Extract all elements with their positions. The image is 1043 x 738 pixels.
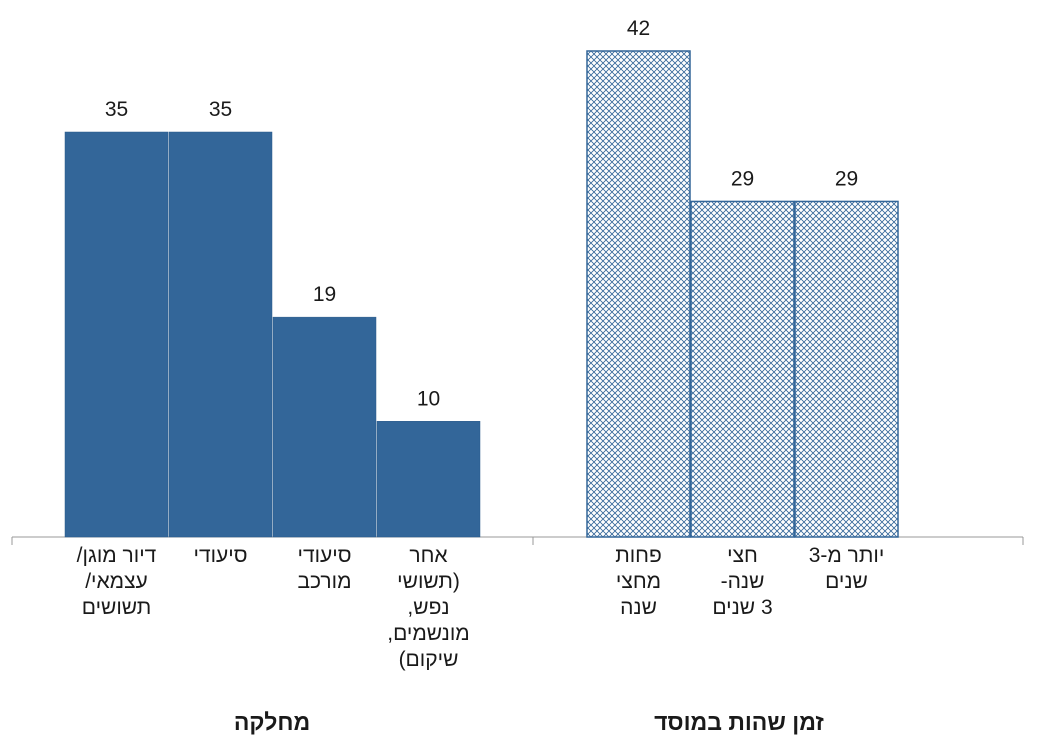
category-label: מחצי [616,570,661,593]
group-label: מחלקה [234,709,310,735]
category-label: יותר מ-3 [809,544,885,567]
category-label: שנה [620,596,657,619]
category-label: שנים [825,570,868,593]
bar [168,131,273,538]
category-label: דיור מוגן/ [77,544,157,567]
bar [376,421,481,538]
data-label: 35 [209,98,232,121]
bar [272,316,377,538]
data-label: 19 [313,283,336,306]
category-label: (תשושי [397,570,460,593]
category-label: סיעודי [194,544,248,567]
category-label: תשושים [82,596,151,619]
data-label: 10 [417,387,440,410]
bar [586,50,691,538]
category-label: עצמאי/ [85,570,148,593]
category-label: חצי [727,544,758,567]
bar [794,200,899,538]
category-label: פחות [615,544,662,567]
category-label: מונשמים, [387,622,470,645]
category-label: נפש, [407,596,449,619]
bar [64,131,169,538]
category-label: שנה- [721,570,765,593]
data-label: 42 [627,17,650,40]
group-label: זמן שהות במוסד [654,709,824,735]
category-label: שיקום) [399,648,459,671]
data-label: 29 [731,167,754,190]
category-label: סיעודי [298,544,352,567]
category-label: מורכב [297,570,351,593]
category-label: אחר [409,544,447,567]
category-label: 3 שנים [712,596,772,619]
bar [690,200,795,538]
data-label: 35 [105,98,128,121]
data-label: 29 [835,167,858,190]
